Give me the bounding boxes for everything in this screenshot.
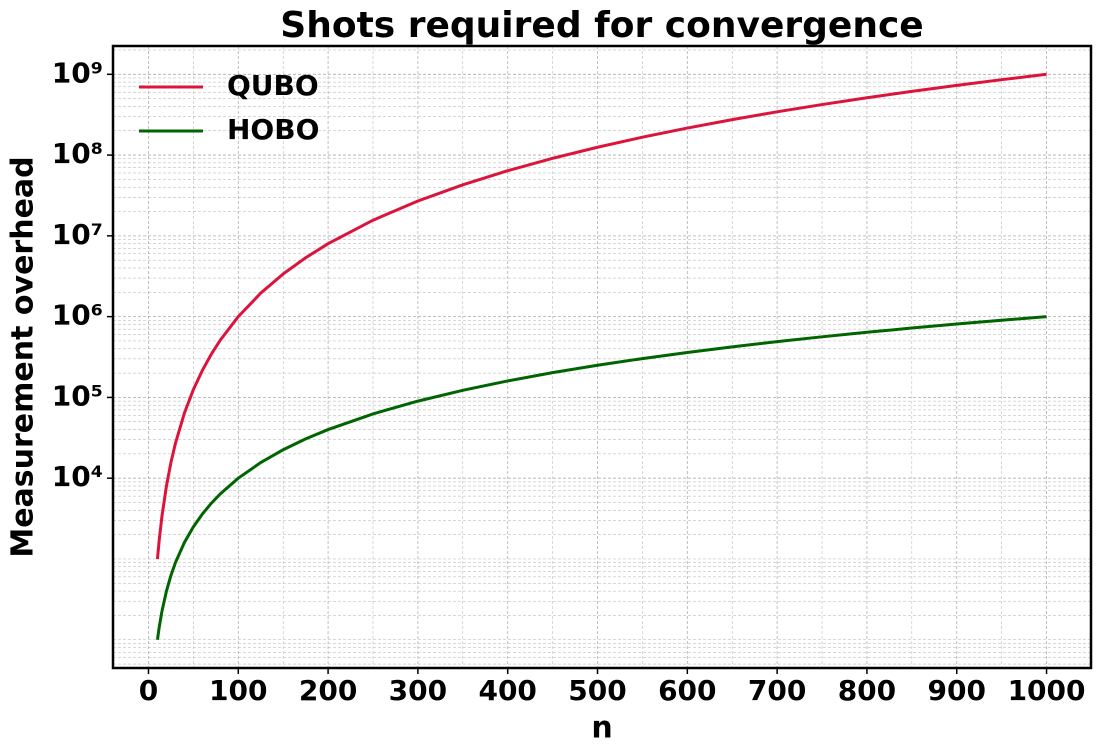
- legend-label: HOBO: [227, 113, 319, 146]
- y-tick-label: 10⁴: [52, 460, 103, 493]
- plot-frame: [111, 44, 1093, 670]
- legend-label: QUBO: [227, 69, 319, 102]
- x-tick-label: 700: [748, 674, 806, 707]
- x-tick-label: 500: [568, 674, 626, 707]
- series-line: [155, 315, 1047, 640]
- x-axis-label: n: [591, 711, 612, 746]
- x-tick-label: 600: [658, 674, 716, 707]
- y-tick-label: 10⁹: [52, 56, 103, 89]
- x-tick-label: 400: [478, 674, 536, 707]
- y-tick-label: 10⁵: [52, 379, 103, 412]
- x-tick-label: 900: [928, 674, 986, 707]
- y-tick-label: 10⁸: [52, 137, 103, 170]
- x-tick-label: 0: [139, 674, 158, 707]
- chart-title: Shots required for convergence: [280, 5, 923, 46]
- x-tick-label: 100: [209, 674, 267, 707]
- x-tick-label: 200: [299, 674, 357, 707]
- x-tick-label: 300: [389, 674, 447, 707]
- y-axis-label: Measurement overhead: [6, 156, 41, 557]
- x-tick-label: 800: [838, 674, 896, 707]
- y-tick-label: 10⁷: [52, 218, 103, 251]
- x-tick-label: 1000: [1008, 674, 1086, 707]
- series-line: [155, 72, 1047, 560]
- y-tick-label: 10⁶: [52, 299, 103, 332]
